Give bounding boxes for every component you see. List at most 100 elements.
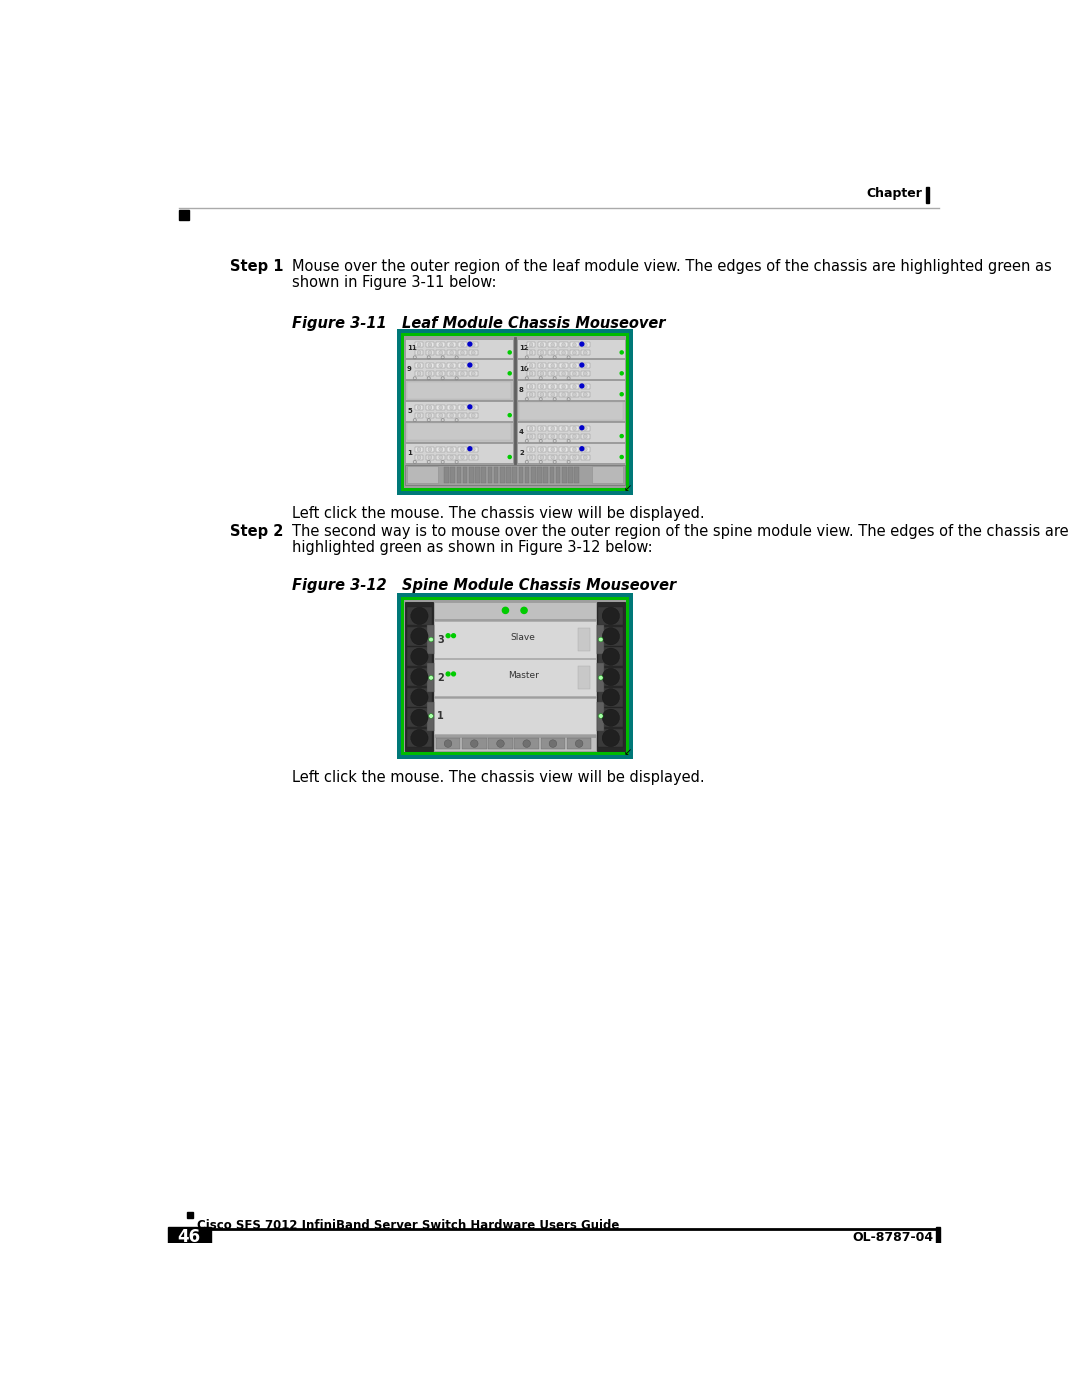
Circle shape xyxy=(572,384,577,388)
Circle shape xyxy=(429,714,433,718)
Bar xyxy=(570,454,579,460)
Bar xyxy=(517,359,625,379)
Bar xyxy=(447,342,456,348)
Bar xyxy=(167,1227,211,1246)
Bar xyxy=(527,391,536,397)
Bar xyxy=(570,391,579,397)
Text: shown in Figure 3-11 below:: shown in Figure 3-11 below: xyxy=(292,275,496,291)
Circle shape xyxy=(428,405,432,409)
Circle shape xyxy=(572,363,577,367)
Bar xyxy=(538,384,546,390)
Bar xyxy=(407,423,511,440)
Bar xyxy=(549,454,557,460)
Bar xyxy=(514,738,539,749)
Bar xyxy=(428,624,434,654)
Bar xyxy=(434,736,596,750)
Text: highlighted green as shown in Figure 3-12 below:: highlighted green as shown in Figure 3-1… xyxy=(292,541,652,556)
Circle shape xyxy=(460,363,464,367)
Bar xyxy=(517,443,625,462)
Circle shape xyxy=(540,447,544,451)
Circle shape xyxy=(583,351,588,355)
Circle shape xyxy=(551,342,555,346)
Bar xyxy=(428,701,434,731)
Bar xyxy=(469,342,477,348)
Circle shape xyxy=(417,363,421,367)
Circle shape xyxy=(583,434,588,439)
Bar xyxy=(179,210,189,219)
Bar xyxy=(549,433,557,439)
Circle shape xyxy=(529,447,532,451)
Circle shape xyxy=(410,668,428,686)
Circle shape xyxy=(529,393,532,397)
Circle shape xyxy=(460,414,464,418)
Circle shape xyxy=(598,676,603,680)
Bar xyxy=(559,426,568,432)
Bar xyxy=(538,351,546,355)
Text: Left click the mouse. The chassis view will be displayed.: Left click the mouse. The chassis view w… xyxy=(292,770,704,785)
Bar xyxy=(597,701,604,731)
Bar xyxy=(581,384,590,390)
Circle shape xyxy=(417,447,421,451)
Circle shape xyxy=(428,455,432,460)
Bar xyxy=(559,372,568,376)
Bar xyxy=(435,738,460,749)
Bar xyxy=(434,602,596,619)
Bar xyxy=(581,351,590,355)
Bar xyxy=(926,187,930,203)
Bar xyxy=(436,412,445,418)
Bar xyxy=(401,598,630,756)
Circle shape xyxy=(529,426,532,430)
Circle shape xyxy=(438,447,443,451)
Bar xyxy=(415,405,423,411)
Bar xyxy=(458,342,467,348)
Bar xyxy=(447,372,456,376)
Bar xyxy=(581,342,590,348)
Circle shape xyxy=(562,363,566,367)
Circle shape xyxy=(551,447,555,451)
Circle shape xyxy=(572,372,577,376)
Text: Mouse over the outer region of the leaf module view. The edges of the chassis ar: Mouse over the outer region of the leaf … xyxy=(292,258,1051,274)
Circle shape xyxy=(471,351,475,355)
Circle shape xyxy=(460,405,464,409)
Circle shape xyxy=(572,447,577,451)
Bar xyxy=(405,602,433,750)
Circle shape xyxy=(583,455,588,460)
Bar xyxy=(538,454,546,460)
Bar xyxy=(426,412,434,418)
Circle shape xyxy=(417,455,421,460)
Text: 2: 2 xyxy=(519,450,524,455)
Circle shape xyxy=(620,393,623,395)
Bar xyxy=(434,622,596,658)
Circle shape xyxy=(583,342,588,346)
Bar xyxy=(415,342,423,348)
Circle shape xyxy=(502,608,509,613)
Bar xyxy=(447,363,456,369)
Bar xyxy=(525,467,529,482)
Circle shape xyxy=(598,637,603,641)
Bar xyxy=(407,647,432,666)
Bar xyxy=(405,422,513,441)
Circle shape xyxy=(598,714,603,718)
Text: The second way is to mouse over the outer region of the spine module view. The e: The second way is to mouse over the oute… xyxy=(292,524,1068,539)
Circle shape xyxy=(449,351,454,355)
Bar xyxy=(538,372,546,376)
Bar xyxy=(597,602,625,750)
Bar xyxy=(512,467,517,482)
Bar xyxy=(469,412,477,418)
Bar xyxy=(426,405,434,411)
Bar xyxy=(537,467,542,482)
Circle shape xyxy=(429,637,433,641)
Circle shape xyxy=(580,384,584,388)
Bar xyxy=(549,384,557,390)
Text: 1: 1 xyxy=(437,711,444,721)
Bar xyxy=(549,351,557,355)
Text: Figure 3-12   Spine Module Chassis Mouseover: Figure 3-12 Spine Module Chassis Mouseov… xyxy=(292,578,676,594)
Circle shape xyxy=(603,668,620,686)
Circle shape xyxy=(460,455,464,460)
Circle shape xyxy=(620,434,623,437)
Bar xyxy=(517,401,625,420)
Text: Figure 3-11   Leaf Module Chassis Mouseover: Figure 3-11 Leaf Module Chassis Mouseove… xyxy=(292,316,665,331)
Bar xyxy=(507,467,511,482)
Bar xyxy=(426,447,434,453)
Circle shape xyxy=(444,740,451,747)
